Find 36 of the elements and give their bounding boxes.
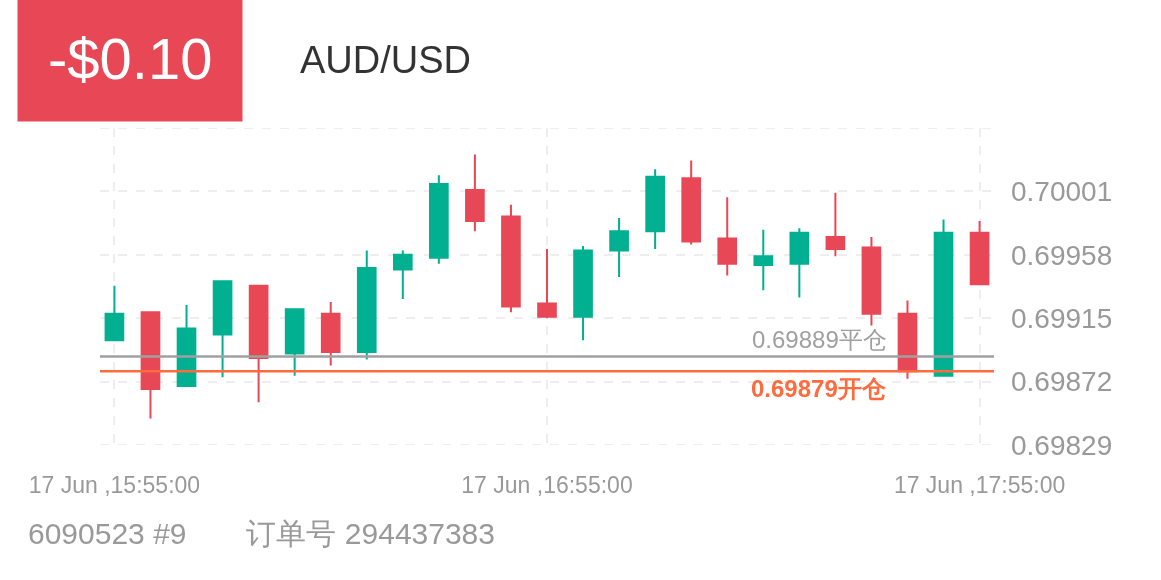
candlestick — [501, 203, 521, 314]
y-tick-label: 0.70001 — [1011, 176, 1113, 208]
candlestick — [681, 159, 702, 246]
candlestick — [248, 284, 269, 404]
candlestick — [140, 311, 161, 420]
candlestick — [392, 249, 413, 301]
candlestick — [645, 168, 665, 250]
candlestick — [284, 308, 305, 377]
candlestick — [320, 300, 341, 367]
candlestick — [465, 153, 485, 233]
candlestick — [753, 228, 774, 292]
candlestick — [789, 227, 810, 299]
chart-title: AUD/USD — [300, 39, 472, 82]
ref-line-label: 0.69879开仓 — [751, 375, 887, 402]
text: -$0.10 — [48, 26, 213, 91]
candlestick — [969, 219, 990, 286]
ref-line-label: 0.69889平仓 — [752, 326, 887, 353]
x-tick-label: 17 Jun ,15:55:00 — [28, 472, 201, 498]
y-tick-label: 0.69829 — [1011, 429, 1113, 461]
candlestick — [933, 218, 954, 377]
candlestick — [825, 191, 846, 258]
candlestick — [104, 284, 125, 342]
x-tick-label: 17 Jun ,16:55:00 — [461, 472, 633, 498]
candlestick — [537, 247, 557, 320]
text: 6090523 #9 订单号 294437383 — [28, 517, 495, 550]
candlestick — [573, 244, 593, 342]
x-tick-label: 17 Jun ,17:55:00 — [893, 472, 1066, 498]
y-tick-label: 0.69915 — [1011, 303, 1113, 334]
candlestick — [609, 216, 629, 278]
candlestick — [861, 236, 882, 327]
candlestick — [717, 196, 738, 277]
y-tick-label: 0.69872 — [1011, 366, 1113, 398]
candlestick — [356, 249, 377, 361]
candlestick — [429, 174, 449, 265]
candlestick — [212, 280, 233, 379]
y-tick-label: 0.69958 — [1011, 239, 1113, 271]
